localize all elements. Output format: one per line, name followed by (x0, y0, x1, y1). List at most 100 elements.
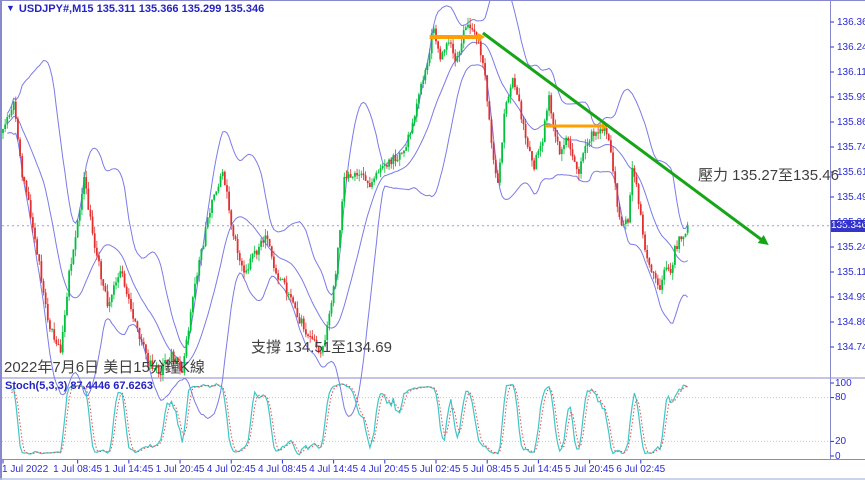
candle-body (669, 268, 672, 273)
candle-body (98, 255, 100, 262)
candle-body (119, 271, 122, 278)
candle-body (371, 182, 373, 188)
candle-body (283, 278, 286, 283)
price-tick-label: 135.115 (837, 266, 865, 278)
candle-body (368, 183, 371, 188)
candle-body (633, 167, 636, 177)
candle-body (573, 156, 576, 162)
candle-body (104, 285, 107, 292)
price-tick-label: 135.365 (837, 216, 865, 228)
candle-body (426, 63, 429, 71)
candle-body (174, 357, 177, 363)
price-tick-label: 134.990 (837, 291, 865, 303)
candle-body (279, 279, 282, 281)
candle-body (147, 353, 149, 367)
candle-body (586, 143, 589, 147)
candle-body (407, 134, 410, 148)
candle-body (51, 329, 53, 331)
candle-body (535, 155, 538, 170)
candle-body (575, 161, 578, 170)
candle-body (663, 269, 666, 280)
candle-body (413, 116, 416, 123)
candle-body (49, 320, 51, 330)
candle-body (624, 219, 627, 225)
candle-body (479, 41, 482, 56)
candle-body (659, 285, 661, 290)
candle-body (89, 209, 92, 217)
candle-body (435, 28, 437, 42)
candle-body (249, 258, 252, 270)
candle-body (543, 120, 546, 142)
candle-body (268, 238, 271, 247)
candle-body (181, 371, 184, 373)
candle-body (432, 28, 435, 34)
candle-body (113, 285, 115, 295)
candle-body (652, 271, 655, 274)
candle-body (680, 236, 683, 240)
candle-body (8, 115, 11, 118)
candle-body (362, 173, 365, 176)
candle-body (85, 176, 88, 189)
candle-body (185, 339, 188, 357)
stochastic-indicator-label: Stoch(5,3,3) 87.4446 67.6263 (5, 380, 153, 392)
candle-body (55, 339, 58, 344)
candle-body (428, 53, 431, 64)
candle-body (270, 246, 273, 257)
candle-body (531, 151, 533, 161)
candle-body (6, 117, 9, 125)
time-tick-label: 4 Jul 20:45 (360, 464, 410, 475)
candle-body (588, 141, 591, 144)
candle-body (654, 273, 657, 279)
candle-body (637, 184, 640, 205)
candle-body (443, 49, 446, 53)
candle-body (345, 176, 348, 179)
time-tick-label: 5 Jul 14:45 (513, 464, 563, 475)
candle-body (334, 274, 337, 287)
candle-body (296, 307, 299, 318)
candle-body (565, 137, 568, 146)
candle-body (454, 53, 457, 62)
bollinger-upper-band (6, 0, 689, 349)
candle-body (213, 194, 216, 200)
candle-body (415, 103, 418, 117)
candle-body (360, 173, 363, 175)
chart-dropdown-icon[interactable]: ▼ (6, 3, 15, 13)
candle-body (81, 194, 83, 210)
ohlc-values: 135.311 135.366 135.299 135.346 (96, 3, 265, 15)
candle-body (646, 249, 649, 259)
candle-body (439, 48, 442, 60)
candle-body (381, 165, 384, 169)
candle-body (550, 95, 553, 114)
candle-body (300, 318, 303, 324)
candle-body (253, 250, 256, 254)
price-tick-label: 135.990 (837, 91, 865, 103)
time-tick-label: 1 Jul 08:45 (53, 464, 103, 475)
candle-body (648, 258, 651, 265)
stoch-main-value: 87.4446 (70, 380, 111, 392)
stoch-level-label: 0 (835, 450, 841, 462)
candle-body (520, 101, 523, 120)
candle-body (177, 357, 179, 362)
candle-body (187, 330, 190, 340)
candle-body (311, 336, 314, 339)
candle-body (403, 150, 405, 154)
trendline-arrow-icon (757, 235, 769, 245)
candle-body (12, 101, 15, 111)
stoch-level-label: 80 (835, 392, 847, 404)
candle-body (563, 145, 565, 150)
candle-body (467, 24, 469, 28)
date-annotation: 2022年7月6日 美日15分鐘K線 (4, 359, 205, 376)
candle-body (313, 338, 316, 340)
candle-body (528, 146, 531, 152)
candle-body (460, 43, 463, 52)
time-tick-label: 4 Jul 02:45 (206, 464, 256, 475)
candle-body (569, 140, 572, 150)
candle-body (567, 137, 570, 141)
support-annotation: 支撐 134.51至134.69 (251, 339, 392, 356)
candle-body (70, 263, 73, 271)
candle-body (223, 171, 226, 186)
candle-body (618, 206, 621, 217)
time-tick-label: 4 Jul 14:45 (309, 464, 359, 475)
